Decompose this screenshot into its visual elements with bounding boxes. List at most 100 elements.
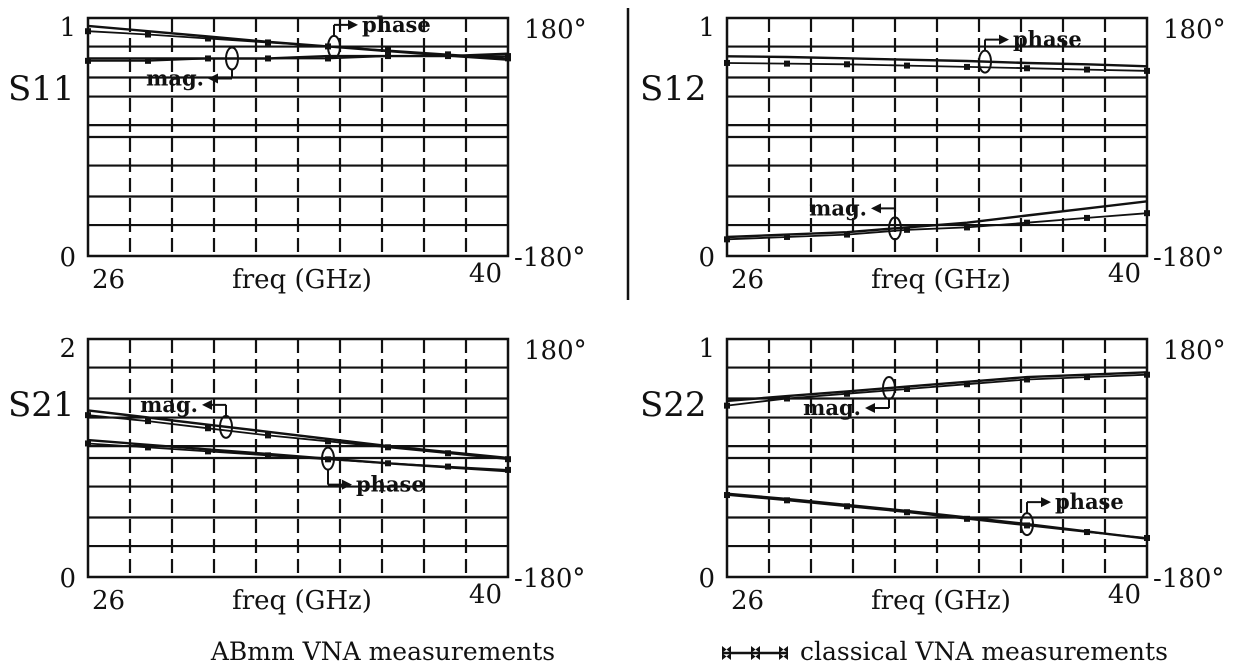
plot-frame	[725, 337, 1149, 579]
classical-marker	[1024, 522, 1030, 529]
classical-marker	[85, 57, 91, 64]
x-tick-min: 26	[731, 586, 764, 616]
classical-marker	[1084, 66, 1090, 73]
x-axis-label: freq (GHz)	[871, 265, 1011, 295]
classical-marker	[784, 497, 790, 504]
classical-marker	[1024, 376, 1030, 383]
classical-marker	[445, 53, 451, 60]
y-right-tick-min: -180°	[1153, 564, 1224, 594]
classical-marker	[265, 55, 271, 62]
classical-marker	[385, 444, 391, 451]
y-right-tick-min: -180°	[514, 564, 585, 594]
x-tick-max: 40	[1108, 580, 1141, 610]
plot-frame	[725, 16, 1149, 258]
y-right-tick-min: -180°	[1153, 243, 1224, 273]
y-left-tick-min: 0	[59, 564, 76, 594]
plot-frame	[86, 16, 510, 258]
classical-marker	[385, 53, 391, 60]
y-left-tick-max: 1	[59, 13, 76, 43]
classical-marker	[844, 390, 850, 397]
y-left-tick-min: 0	[59, 243, 76, 273]
annotation-arrowhead	[999, 34, 1009, 45]
classical-marker	[724, 59, 730, 66]
classical-marker	[904, 62, 910, 69]
classical-marker	[445, 463, 451, 470]
classical-marker	[205, 55, 211, 62]
annotation-label-mag: mag.	[146, 65, 204, 90]
x-tick-max: 40	[1108, 259, 1141, 289]
classical-marker	[1024, 219, 1030, 226]
series-phase-classical	[87, 30, 509, 60]
y-right-tick-max: 180°	[1163, 15, 1226, 45]
classical-marker	[1144, 67, 1150, 74]
panel-s11: S11 1 0 180° -180° 26 40 freq (GHz) phase mag.	[8, 12, 587, 295]
classical-marker	[964, 381, 970, 388]
classical-marker	[1024, 65, 1030, 72]
legend-abmm-label: ABmm VNA measurements	[210, 637, 555, 666]
x-axis-label: freq (GHz)	[871, 586, 1011, 616]
x-tick-min: 26	[92, 265, 125, 295]
panel-title-s21: S21	[8, 385, 75, 425]
series-mag-classical	[726, 212, 1148, 241]
panel-s22: S22 1 0 180° -180° 26 40 freq (GHz) mag. phase	[640, 334, 1226, 616]
panel-title-s22: S22	[640, 385, 707, 425]
legend-classical-symbol	[722, 646, 788, 660]
classical-marker	[724, 492, 730, 499]
series-phase-classical	[726, 62, 1148, 72]
annotation-label-mag: mag.	[140, 392, 198, 417]
classical-marker	[844, 503, 850, 510]
classical-marker	[385, 47, 391, 54]
classical-marker	[145, 418, 151, 425]
classical-marker	[85, 440, 91, 447]
classical-marker	[964, 515, 970, 522]
classical-marker	[1144, 210, 1150, 217]
classical-marker	[505, 456, 511, 463]
classical-marker	[145, 57, 151, 64]
panel-s21: S21 2 0 180° -180° 26 40 freq (GHz) mag. phase	[8, 334, 587, 616]
series-mag-classical	[88, 55, 508, 62]
panel-title-s11: S11	[8, 69, 75, 109]
classical-marker	[505, 53, 511, 60]
classical-marker	[205, 425, 211, 432]
annotation-arrowhead	[348, 19, 358, 30]
classical-marker	[784, 60, 790, 67]
classical-marker	[904, 226, 910, 233]
classical-marker	[1144, 371, 1150, 378]
series-phase-classical	[87, 442, 509, 471]
annotation-label-phase: phase	[1013, 27, 1082, 52]
annotation-arrowhead	[208, 73, 218, 84]
classical-marker	[724, 402, 730, 409]
annotation-label-phase: phase	[362, 12, 431, 37]
classical-marker	[445, 450, 451, 457]
classical-marker	[265, 39, 271, 46]
classical-marker	[1084, 529, 1090, 536]
y-left-tick-max: 2	[59, 334, 76, 364]
series-mag-abmm	[726, 200, 1148, 239]
series-mag-abmm	[726, 371, 1148, 403]
y-right-tick-min: -180°	[514, 243, 585, 273]
classical-marker	[784, 395, 790, 402]
annotation-arrowhead	[1041, 497, 1051, 508]
annotation-label-phase: phase	[1055, 489, 1124, 514]
y-right-tick-max: 180°	[524, 15, 587, 45]
classical-marker	[964, 63, 970, 70]
classical-marker	[145, 31, 151, 38]
classical-marker	[904, 509, 910, 516]
y-left-tick-max: 1	[698, 13, 715, 43]
classical-marker	[205, 35, 211, 42]
panel-title-s12: S12	[640, 69, 707, 109]
annotation-label-mag: mag.	[803, 395, 861, 420]
classical-marker	[505, 466, 511, 473]
annotation-arrowhead	[871, 203, 881, 214]
classical-marker	[265, 452, 271, 459]
classical-marker	[385, 460, 391, 467]
annotation-label-mag: mag.	[809, 195, 867, 220]
classical-marker	[844, 231, 850, 238]
x-tick-max: 40	[469, 259, 502, 289]
panel-s12: S12 1 0 180° -180° 26 40 freq (GHz) phase mag.	[640, 13, 1226, 295]
y-left-tick-min: 0	[698, 243, 715, 273]
series-mag-classical	[726, 373, 1148, 407]
annotation-arrowhead	[342, 479, 352, 490]
classical-marker	[85, 412, 91, 419]
